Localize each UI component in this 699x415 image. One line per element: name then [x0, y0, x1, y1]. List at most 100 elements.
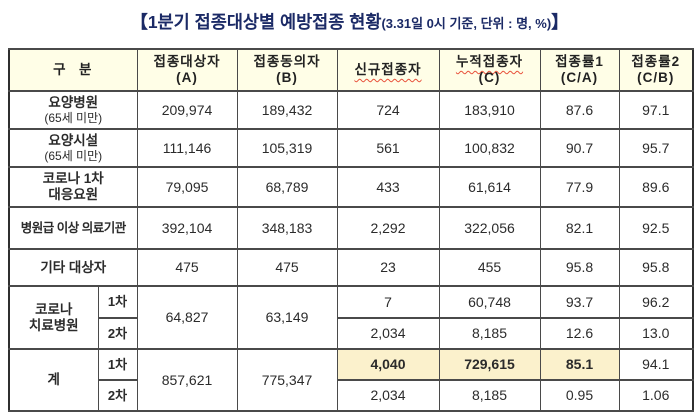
cell-rate2: 92.5: [618, 206, 694, 250]
cell-rate2: 94.1: [618, 348, 694, 381]
header-target-line1: 접종대상자: [153, 54, 221, 70]
header-rate2-line2: (C/B): [637, 70, 675, 85]
dose-label-1: 1차: [97, 348, 138, 381]
header-rate1-line2: (C/A): [560, 70, 599, 85]
cell-rate1: 87.6: [539, 90, 620, 130]
cell-agree-b: 475: [236, 248, 338, 287]
row-label-hospital-level: 병원급 이상 의료기관: [8, 206, 138, 250]
cell-rate2: 89.6: [618, 166, 694, 208]
title-close-bracket: 】: [551, 12, 569, 32]
cell-cumulative-c: 8,185: [438, 317, 541, 350]
cell-agree-b: 348,183: [236, 206, 338, 250]
cell-target-a: 79,095: [136, 166, 238, 208]
table-row-hospital-level: 병원급 이상 의료기관 392,104 348,183 2,292 322,05…: [8, 206, 694, 250]
cell-agree-b: 189,432: [236, 90, 338, 130]
cell-agree-b: 63,149: [236, 285, 338, 350]
dose-label-2: 2차: [97, 317, 138, 350]
table-row-corona-treatment-dose2: 2차 2,034 8,185 12.6 13.0: [9, 317, 694, 350]
cell-new: 561: [336, 128, 440, 168]
header-cell-target-a: 접종대상자 (A): [136, 48, 238, 92]
cell-rate2: 1.06: [618, 379, 694, 412]
cell-cumulative-c: 183,910: [438, 90, 541, 130]
cell-new: 2,034: [336, 317, 440, 350]
cell-cumulative-c: 322,056: [438, 206, 541, 250]
cell-cumulative-c: 61,614: [438, 166, 541, 208]
label-subtext: (65세 미만): [44, 148, 103, 163]
cell-target-a: 392,104: [136, 206, 238, 250]
label-line2: 치료병원: [28, 317, 79, 333]
cell-cumulative-c: 455: [438, 248, 541, 287]
table-row-corona-treatment-dose1: 코로나 치료병원 1차 64,827 63,149 7 60,748 93.7 …: [8, 285, 694, 350]
page-title: 【1분기 접종대상별 예방접종 현황(3.31일 0시 기준, 단위 : 명, …: [0, 9, 699, 34]
dose-label-2: 2차: [97, 379, 138, 412]
table-row-nursing-hospital: 요양병원 (65세 미만) 209,974 189,432 724 183,91…: [8, 90, 694, 130]
row-label-nursing-hospital: 요양병원 (65세 미만): [8, 90, 138, 130]
row-label-corona-treatment: 코로나 치료병원: [8, 285, 99, 350]
cell-new: 7: [336, 285, 440, 319]
cell-rate1: 95.8: [539, 248, 620, 287]
cell-target-a: 475: [136, 248, 238, 287]
vaccination-status-table: 구 분 접종대상자 (A) 접종동의자 (B) 신규접종자 누적접종자 (C) …: [8, 48, 694, 412]
cell-rate2: 95.8: [618, 248, 694, 287]
row-label-other-targets: 기타 대상자: [8, 248, 138, 287]
row-label-corona-responders: 코로나 1차 대응요원: [8, 166, 138, 208]
cell-agree-b: 775,347: [236, 348, 338, 412]
cell-agree-b: 68,789: [236, 166, 338, 208]
title-main: 【1분기 접종대상별 예방접종 현황: [130, 12, 382, 32]
cell-new: 2,292: [336, 206, 440, 250]
header-rate1-line1: 접종률1: [555, 54, 604, 70]
cell-new-highlighted: 4,040: [336, 348, 440, 381]
cell-rate1: 0.95: [539, 379, 620, 412]
dose-label-1: 1차: [97, 285, 138, 319]
header-cell-gubun: 구 분: [8, 48, 138, 92]
label-subtext: (65세 미만): [44, 110, 103, 125]
label-text: 요양병원: [48, 94, 99, 110]
header-cum-line1: 누적접종자: [455, 54, 524, 70]
cell-cumulative-c: 100,832: [438, 128, 541, 168]
title-subtext: (3.31일 0시 기준, 단위 : 명, %): [381, 16, 552, 31]
cell-new: 2,034: [336, 379, 440, 412]
cell-rate2: 97.1: [618, 90, 694, 130]
header-new-label: 신규접종자: [354, 62, 422, 78]
cell-rate2: 95.7: [618, 128, 694, 168]
header-cell-new: 신규접종자: [336, 48, 440, 92]
cell-rate1: 90.7: [539, 128, 620, 168]
header-cell-rate2: 접종률2 (C/B): [618, 48, 694, 92]
table-row-nursing-facility: 요양시설 (65세 미만) 111,146 105,319 561 100,83…: [8, 128, 694, 168]
cell-cumulative-c: 8,185: [438, 379, 541, 412]
cell-rate1: 77.9: [539, 166, 620, 208]
table-row-total-dose1: 계 1차 857,621 775,347 4,040 729,615 85.1 …: [8, 348, 694, 412]
cell-new: 23: [336, 248, 440, 287]
header-rate2-line1: 접종률2: [631, 54, 681, 70]
table-row-other-targets: 기타 대상자 475 475 23 455 95.8 95.8: [8, 248, 694, 287]
cell-rate2: 13.0: [618, 317, 694, 350]
cell-agree-b: 105,319: [236, 128, 338, 168]
cell-cumulative-c-highlighted: 729,615: [438, 348, 541, 381]
row-label-total: 계: [8, 348, 99, 412]
cell-cumulative-c: 60,748: [438, 285, 541, 319]
cell-new: 724: [336, 90, 440, 130]
label-text: 요양시설: [48, 132, 99, 148]
cell-target-a: 857,621: [136, 348, 238, 412]
label-line1: 코로나: [35, 301, 73, 317]
cell-target-a: 64,827: [136, 285, 238, 350]
header-agree-line1: 접종동의자: [253, 54, 321, 70]
cell-target-a: 209,974: [136, 90, 238, 130]
header-cell-agree-b: 접종동의자 (B): [236, 48, 338, 92]
cell-rate1: 12.6: [539, 317, 620, 350]
row-label-nursing-facility: 요양시설 (65세 미만): [8, 128, 138, 168]
header-cum-line2: (C): [478, 70, 501, 85]
cell-rate1: 82.1: [539, 206, 620, 250]
cell-new: 433: [336, 166, 440, 208]
table-row-corona-responders: 코로나 1차 대응요원 79,095 68,789 433 61,614 77.…: [8, 166, 694, 208]
cell-rate1-highlighted: 85.1: [539, 348, 620, 381]
label-line1: 코로나 1차: [42, 171, 104, 187]
cell-target-a: 111,146: [136, 128, 238, 168]
label-line2: 대응요원: [48, 187, 99, 202]
header-cell-rate1: 접종률1 (C/A): [539, 48, 620, 92]
table-row-total-dose2: 2차 2,034 8,185 0.95 1.06: [9, 379, 694, 412]
cell-rate2: 96.2: [618, 285, 694, 319]
header-agree-line2: (B): [276, 70, 298, 85]
cell-rate1: 93.7: [539, 285, 620, 319]
header-target-line2: (A): [176, 70, 198, 85]
